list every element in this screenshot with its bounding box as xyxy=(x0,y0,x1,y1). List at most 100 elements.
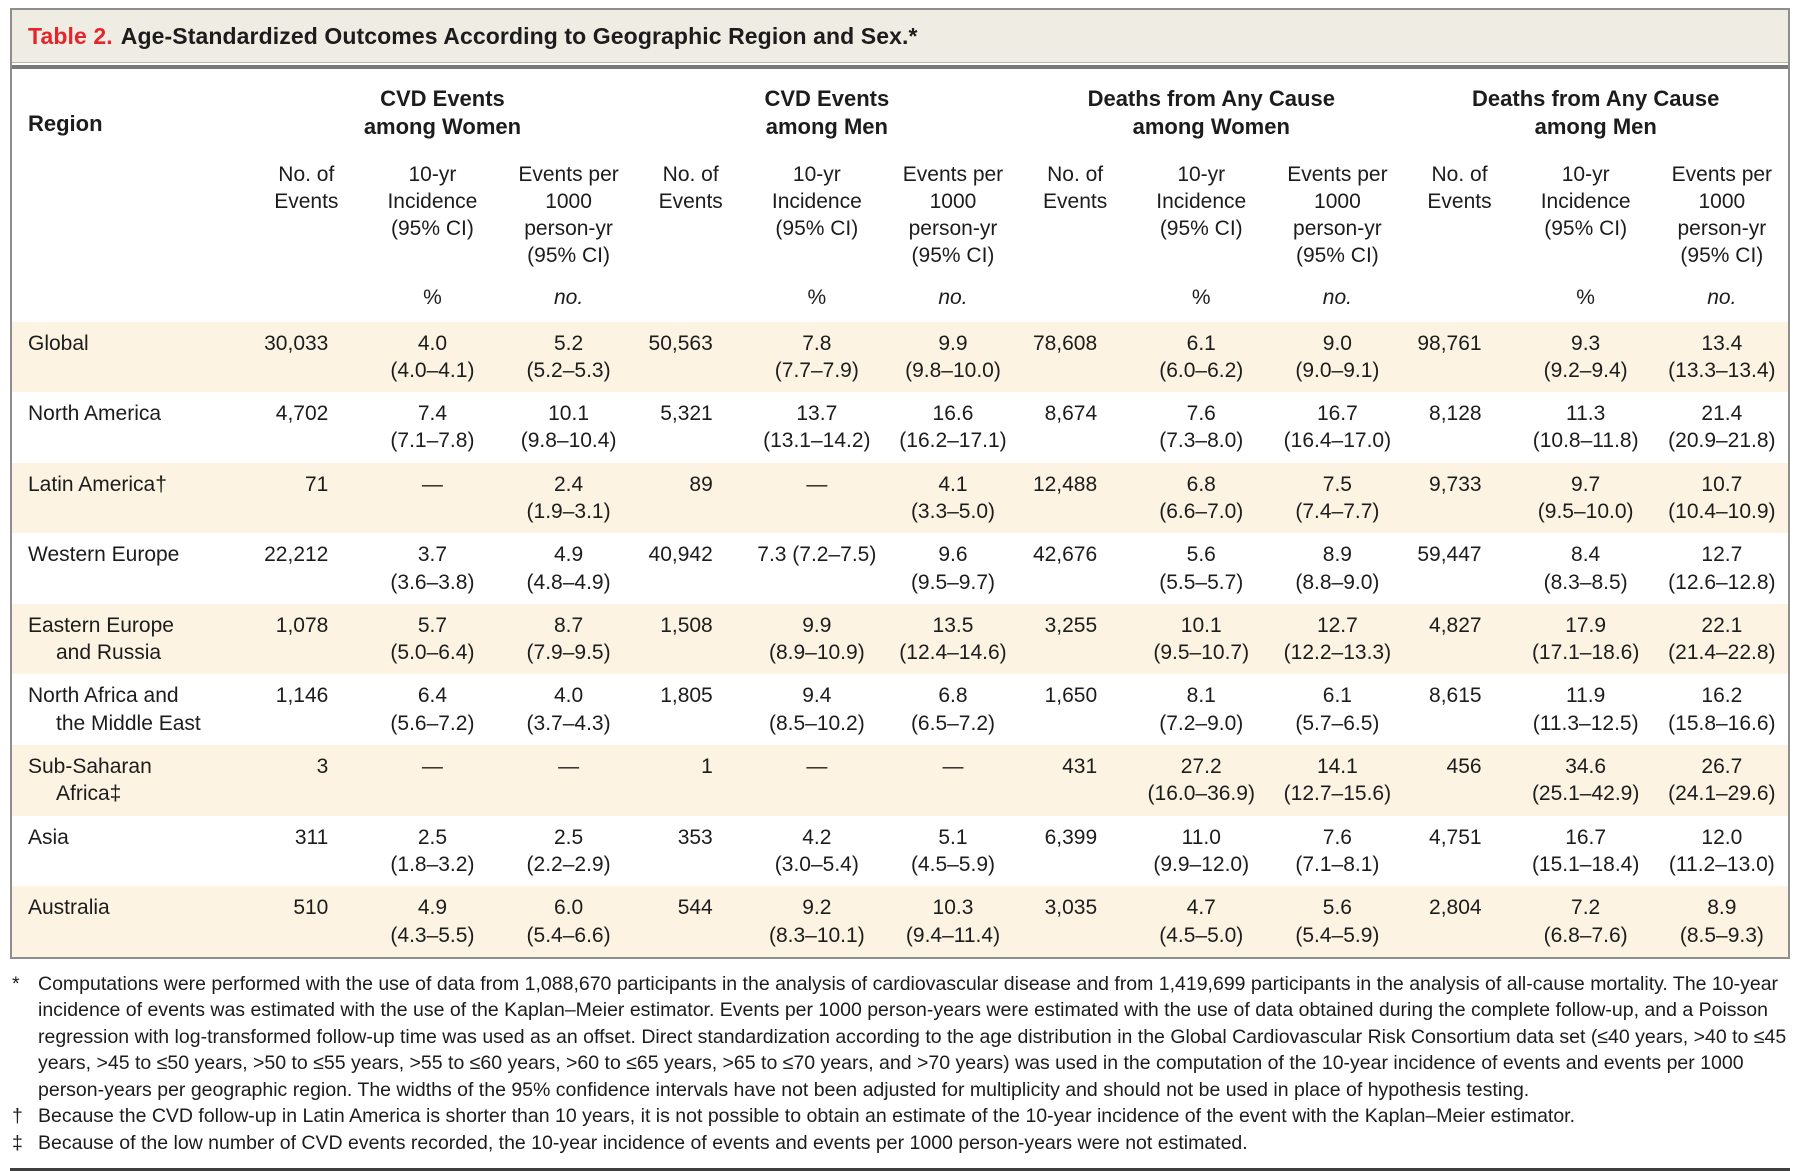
table-cell: 11.9 (11.3–12.5) xyxy=(1532,684,1639,735)
region-name: North America xyxy=(28,402,162,426)
column-subheader: Events per 1000 person-yr (95% CI) xyxy=(902,163,1004,267)
table-cell: 17.9 (17.1–18.6) xyxy=(1531,613,1640,665)
table-row: North Africa and the Middle East 1,146 6.4 … xyxy=(12,674,1788,745)
title-divider xyxy=(12,63,1788,69)
table-cell: 16.7 (16.4–17.0) xyxy=(1283,402,1392,453)
table-cell: 9,733 xyxy=(1429,472,1482,496)
table-cell: 7.2 (6.8–7.6) xyxy=(1543,896,1628,947)
table-cell: 6.1 (5.7–6.5) xyxy=(1295,684,1380,735)
region-cell: Sub-Saharan Africa‡ xyxy=(12,745,250,816)
region-name: North Africa and xyxy=(28,684,179,708)
table-row: North America 4,702 7.4 (7.1–7.8) 10.1 (9.8… xyxy=(12,392,1788,463)
table-cell: 5.1 (4.5–5.9) xyxy=(910,825,995,876)
table-row: Asia 311 2.5 (1.8–3.2) 2.5 (2.2–2.9) 353 4.2 … xyxy=(12,816,1788,887)
table-cell: 1,146 xyxy=(275,684,329,708)
table-cell: 9.9 (8.9–10.9) xyxy=(768,613,865,665)
table-cell: — xyxy=(942,755,964,779)
unit-cell-empty xyxy=(1019,270,1131,322)
table-cell: 98,761 xyxy=(1417,331,1482,355)
table-cell: 4.0 (4.0–4.1) xyxy=(390,331,475,382)
table-cell: 13.4 (13.3–13.4) xyxy=(1668,331,1776,382)
table-title: Table 2. Age-Standardized Outcomes Accord… xyxy=(12,10,1788,63)
table-cell: 9.6 (9.5–9.7) xyxy=(910,543,995,594)
group-header-3: Deaths from Any Cause among Men xyxy=(1472,86,1720,139)
unit-cell-percent: % xyxy=(1576,285,1595,309)
footnote-text: Because the CVD follow-up in Latin Ameri… xyxy=(38,1105,1576,1128)
table-cell: — xyxy=(558,755,580,779)
table-cell: 5,321 xyxy=(660,402,713,426)
footnote-marker: ‡ xyxy=(12,1131,23,1154)
region-name-line2: Africa‡ xyxy=(56,782,122,806)
table-cell: 30,033 xyxy=(264,331,329,355)
unit-cell-no: no. xyxy=(938,285,968,309)
table-cell: 4.1 (3.3–5.0) xyxy=(910,472,995,523)
table-cell: 9.0 (9.0–9.1) xyxy=(1295,331,1380,382)
table-cell: 7.8 (7.7–7.9) xyxy=(774,331,859,382)
table-cell: 6.1 (6.0–6.2) xyxy=(1159,331,1244,382)
table-row: Latin America† 71 — 2.4 (1.9–3.1) 89 — 4.1 (3.… xyxy=(12,462,1788,534)
column-subheader: No. of Events xyxy=(1427,163,1492,213)
table-cell: 2,804 xyxy=(1429,896,1482,920)
region-cell: North America xyxy=(12,392,250,463)
table-cell: 311 xyxy=(294,825,329,849)
table-cell: 5.7 (5.0–6.4) xyxy=(390,613,475,665)
column-subheader: Events per 1000 person-yr (95% CI) xyxy=(1671,163,1773,267)
table-cell: 2.5 (2.2–2.9) xyxy=(526,825,611,876)
table-cell: 6.0 (5.4–6.6) xyxy=(526,896,611,947)
table-cell: 13.7 (13.1–14.2) xyxy=(763,402,871,453)
table-cell: 5.6 (5.5–5.7) xyxy=(1159,543,1244,594)
region-name-line2: and Russia xyxy=(56,641,162,665)
region-cell: Australia xyxy=(12,886,250,957)
table-cell: 40,942 xyxy=(648,543,713,567)
table-cell: 22,212 xyxy=(264,543,329,567)
column-subheader: 10-yr Incidence (95% CI) xyxy=(1156,163,1247,240)
table-cell: 10.1 (9.5–10.7) xyxy=(1153,613,1250,665)
table-cell: — xyxy=(806,755,828,779)
region-cell: Global xyxy=(12,322,250,393)
table-cell: 8.9 (8.8–9.0) xyxy=(1295,543,1380,594)
table-cell: 27.2 (16.0–36.9) xyxy=(1147,755,1255,806)
table-cell: 510 xyxy=(293,896,329,920)
column-subheader: Events per 1000 person-yr (95% CI) xyxy=(518,163,619,267)
table-cell: 12,488 xyxy=(1032,472,1098,496)
table-cell: 7.5 (7.4–7.7) xyxy=(1295,472,1380,523)
column-subheader: Events per 1000 person-yr (95% CI) xyxy=(1287,163,1388,267)
table-cell: 8.7 (7.9–9.5) xyxy=(526,613,611,665)
region-name: Latin America† xyxy=(28,472,167,496)
region-name-line2: the Middle East xyxy=(56,711,201,735)
footnote-1: † Because the CVD follow-up in Latin Amer… xyxy=(12,1103,1788,1130)
table-cell: 1,650 xyxy=(1044,684,1098,708)
column-header-region: Region xyxy=(28,111,103,136)
table-cell: 9.9 (9.8–10.0) xyxy=(905,331,1001,382)
table-cell: 3,035 xyxy=(1044,896,1098,920)
table-frame: Table 2. Age-Standardized Outcomes Accord… xyxy=(10,8,1790,959)
table-cell: 7.4 (7.1–7.8) xyxy=(390,402,475,453)
footnote-marker: † xyxy=(12,1105,23,1128)
table-cell: 353 xyxy=(677,825,713,849)
unit-cell-no: no. xyxy=(553,285,584,309)
region-name: Asia xyxy=(28,825,69,849)
region-cell: Western Europe xyxy=(12,533,250,604)
table-cell: 5.6 (5.4–5.9) xyxy=(1295,896,1380,947)
table-cell: 11.0 (9.9–12.0) xyxy=(1153,825,1250,876)
table-cell: 2.4 (1.9–3.1) xyxy=(526,472,611,523)
group-header-0: CVD Events among Women xyxy=(363,86,522,139)
table-cell: — xyxy=(421,755,443,779)
table-cell: 21.4 (20.9–21.8) xyxy=(1668,402,1776,453)
table-cell: 9.2 (8.3–10.1) xyxy=(768,896,865,947)
table-cell: 7.6 (7.1–8.1) xyxy=(1295,825,1380,876)
table-cell: 4,751 xyxy=(1429,825,1482,849)
table-cell: 71 xyxy=(305,472,329,496)
table-cell: 16.7 (15.1–18.4) xyxy=(1531,825,1640,876)
table-cell: 8.4 (8.3–8.5) xyxy=(1543,543,1628,594)
table-cell: 456 xyxy=(1446,755,1482,779)
table-cell: 1,508 xyxy=(660,613,713,637)
table-cell: 1,805 xyxy=(660,684,713,708)
table-cell: 431 xyxy=(1062,755,1098,779)
table-cell: 10.1 (9.8–10.4) xyxy=(520,402,617,453)
table-cell: 26.7 (24.1–29.6) xyxy=(1668,755,1776,806)
table-cell: — xyxy=(421,472,443,496)
table-cell: 1,078 xyxy=(275,613,329,637)
table-cell: 8.1 (7.2–9.0) xyxy=(1159,684,1244,735)
table-row: Sub-Saharan Africa‡ 3 — — 1 — — 431 27.2 (16.0–36… xyxy=(12,745,1788,816)
